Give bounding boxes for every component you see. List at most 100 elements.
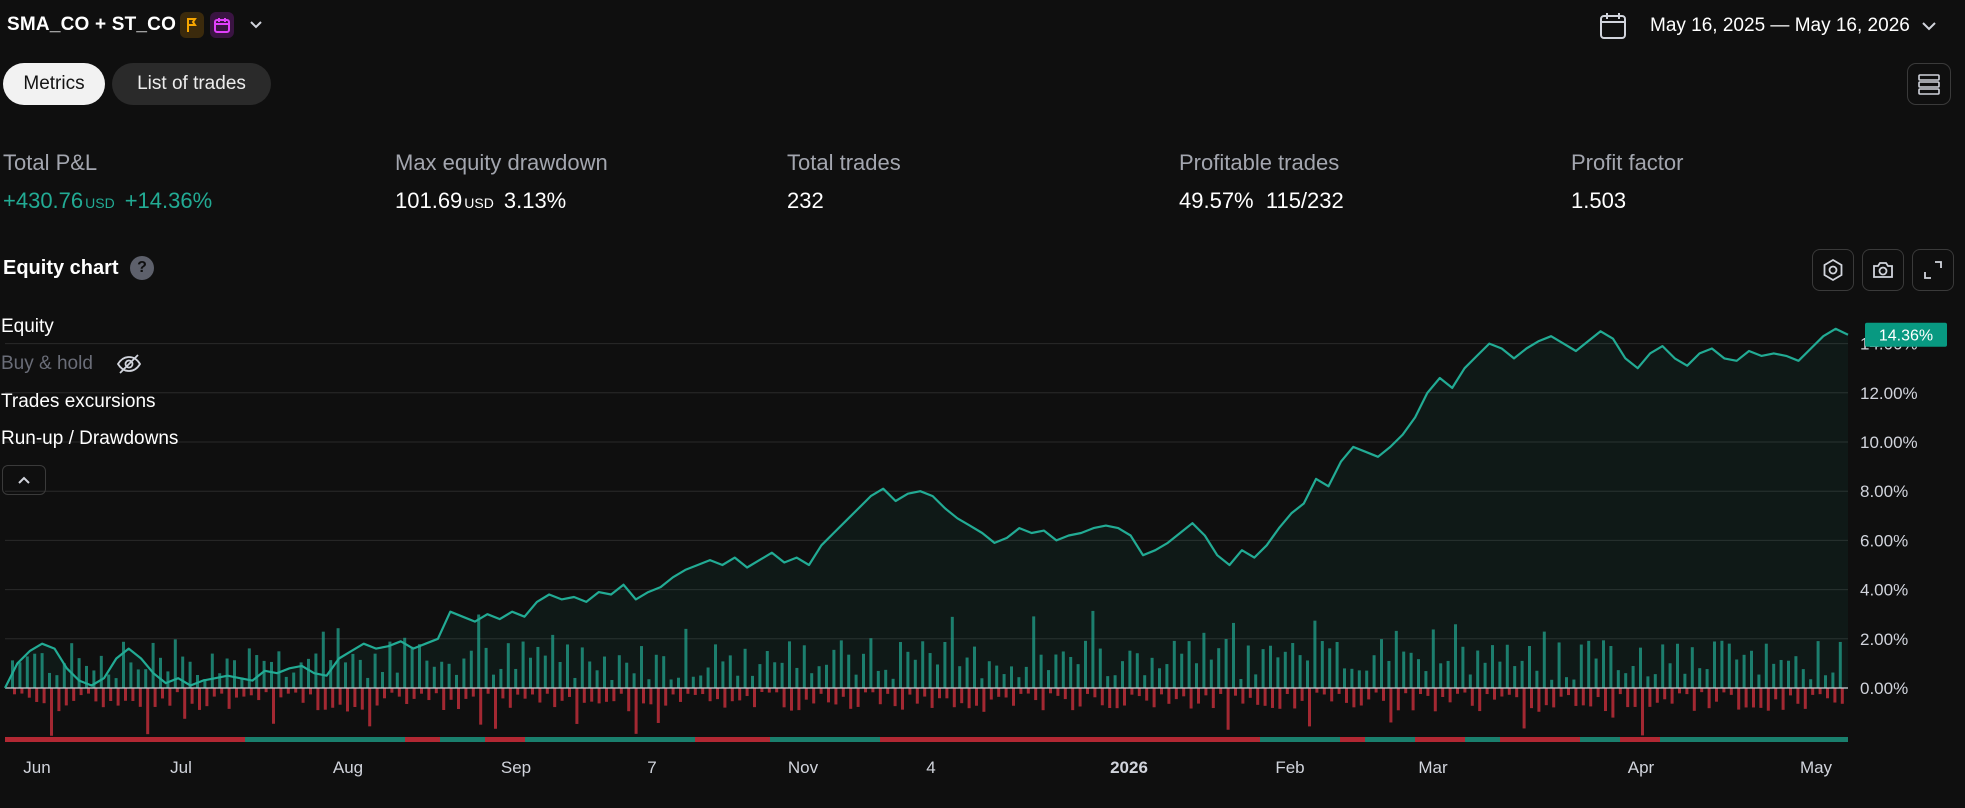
runup-bar — [1010, 666, 1013, 688]
runup-bar — [1801, 669, 1805, 688]
runup-bar — [558, 662, 562, 688]
drawdown-bar — [449, 688, 453, 700]
drawdown-bar — [1137, 688, 1141, 697]
runup-bar — [18, 662, 22, 688]
layout-menu-button[interactable] — [1907, 63, 1951, 105]
runup-bar — [107, 674, 111, 688]
strategy-title[interactable]: SMA_CO + ST_CO — [7, 14, 177, 35]
drawdown-bar — [708, 688, 712, 702]
drawdown-bar — [383, 688, 386, 699]
drawdown-bar — [1315, 688, 1319, 693]
drawdown-bar — [679, 688, 682, 702]
runup-bar — [381, 671, 384, 688]
trade-period-bar — [1340, 737, 1365, 742]
runup-bar — [1483, 662, 1487, 688]
runup-bar — [1639, 647, 1642, 688]
legend-buy-and-hold[interactable]: Buy & hold — [1, 353, 93, 374]
drawdown-bar — [582, 688, 586, 703]
drawdown-bar — [1552, 688, 1556, 708]
runup-bar — [1328, 648, 1332, 688]
drawdown-bar — [1707, 688, 1711, 709]
runup-bar — [1661, 644, 1665, 688]
drawdown-bar — [101, 688, 105, 708]
date-range-selector[interactable]: May 16, 2025 — May 16, 2026 — [1650, 15, 1910, 36]
drawdown-bar — [1271, 688, 1274, 708]
total-pnl-percent: +14.36% — [124, 188, 213, 213]
chart-settings-button[interactable] — [1812, 249, 1854, 291]
drawdown-bar — [1078, 688, 1082, 707]
drawdown-bar — [967, 688, 971, 709]
runup-bar — [543, 655, 547, 688]
strategy-menu-chevron-down-icon[interactable] — [248, 14, 264, 34]
drawdown-bar — [923, 688, 927, 697]
runup-bar — [869, 638, 873, 688]
runup-bar — [307, 658, 310, 688]
drawdown-bar — [1581, 688, 1585, 706]
drawdown-bar — [716, 688, 719, 700]
runup-bar — [1542, 631, 1546, 688]
runup-bar — [1217, 648, 1221, 688]
runup-bar — [77, 658, 81, 688]
runup-bar — [928, 653, 932, 688]
drawdown-bar — [1559, 688, 1563, 697]
legend-runup-drawdowns[interactable]: Run-up / Drawdowns — [1, 428, 179, 449]
drawdown-bar — [116, 688, 120, 706]
help-icon[interactable]: ? — [130, 256, 154, 280]
chevron-up-icon — [18, 476, 30, 484]
drawdown-bar — [627, 688, 631, 712]
fullscreen-button[interactable] — [1912, 249, 1954, 291]
runup-bar — [1476, 650, 1480, 688]
legend-trades-excursions[interactable]: Trades excursions — [1, 391, 156, 412]
calendar-icon[interactable] — [1597, 10, 1629, 42]
drawdown-bar — [686, 688, 690, 694]
drawdown-bar — [1396, 688, 1400, 711]
runup-bar — [1121, 661, 1124, 688]
drawdown-bar — [338, 688, 342, 705]
runup-bar — [1091, 610, 1095, 688]
date-range-chevron-down-icon[interactable] — [1920, 15, 1938, 35]
legend-equity[interactable]: Equity — [1, 316, 54, 337]
runup-bar — [1276, 657, 1280, 688]
runup-bar — [85, 665, 88, 688]
equity-chart[interactable]: 0.00% 2.00% 4.00% 6.00% 8.00% 10.00% 12.00% 14.… — [0, 310, 1965, 780]
drawdown-bar — [997, 688, 1001, 697]
runup-bar — [1024, 666, 1028, 688]
drawdown-bar — [1433, 688, 1437, 712]
trade-period-bar — [695, 737, 770, 742]
drawdown-bar — [1456, 688, 1459, 694]
drawdown-bar — [427, 688, 431, 701]
drawdown-bar — [560, 688, 564, 701]
runup-bar — [736, 675, 740, 688]
screenshot-button[interactable] — [1862, 249, 1904, 291]
runup-bar — [780, 662, 784, 688]
runup-bar — [1653, 674, 1657, 688]
drawdown-bar — [1685, 688, 1689, 695]
tab-metrics[interactable]: Metrics — [3, 63, 105, 105]
drawdown-bar — [1182, 688, 1186, 697]
drawdown-bar — [72, 688, 76, 701]
drawdown-bar — [1115, 688, 1119, 709]
drawdown-bar — [1189, 688, 1193, 709]
runup-bar — [640, 646, 643, 688]
drawdown-bar — [434, 688, 438, 694]
drawdown-bar — [790, 688, 793, 711]
drawdown-bar — [1041, 688, 1045, 711]
drawdown-bar — [368, 688, 372, 727]
tab-list-of-trades[interactable]: List of trades — [112, 63, 271, 105]
drawdown-bar — [1197, 688, 1200, 704]
runup-bar — [70, 643, 74, 688]
drawdown-bar — [767, 688, 771, 693]
runup-bar — [1772, 663, 1776, 688]
runup-bar — [1335, 641, 1339, 688]
runup-bar — [1039, 654, 1043, 688]
y-tick-label: 0.00% — [1860, 679, 1908, 698]
collapse-legend-button[interactable] — [2, 465, 46, 495]
drawdown-bar — [590, 688, 594, 702]
trade-period-bar — [1580, 737, 1620, 742]
runup-bar — [1454, 624, 1457, 688]
eye-off-icon[interactable] — [115, 352, 143, 376]
runup-bar — [699, 675, 703, 688]
drawdown-bar — [642, 688, 645, 704]
drawdown-bar — [442, 688, 446, 711]
runup-bar — [1735, 659, 1739, 688]
